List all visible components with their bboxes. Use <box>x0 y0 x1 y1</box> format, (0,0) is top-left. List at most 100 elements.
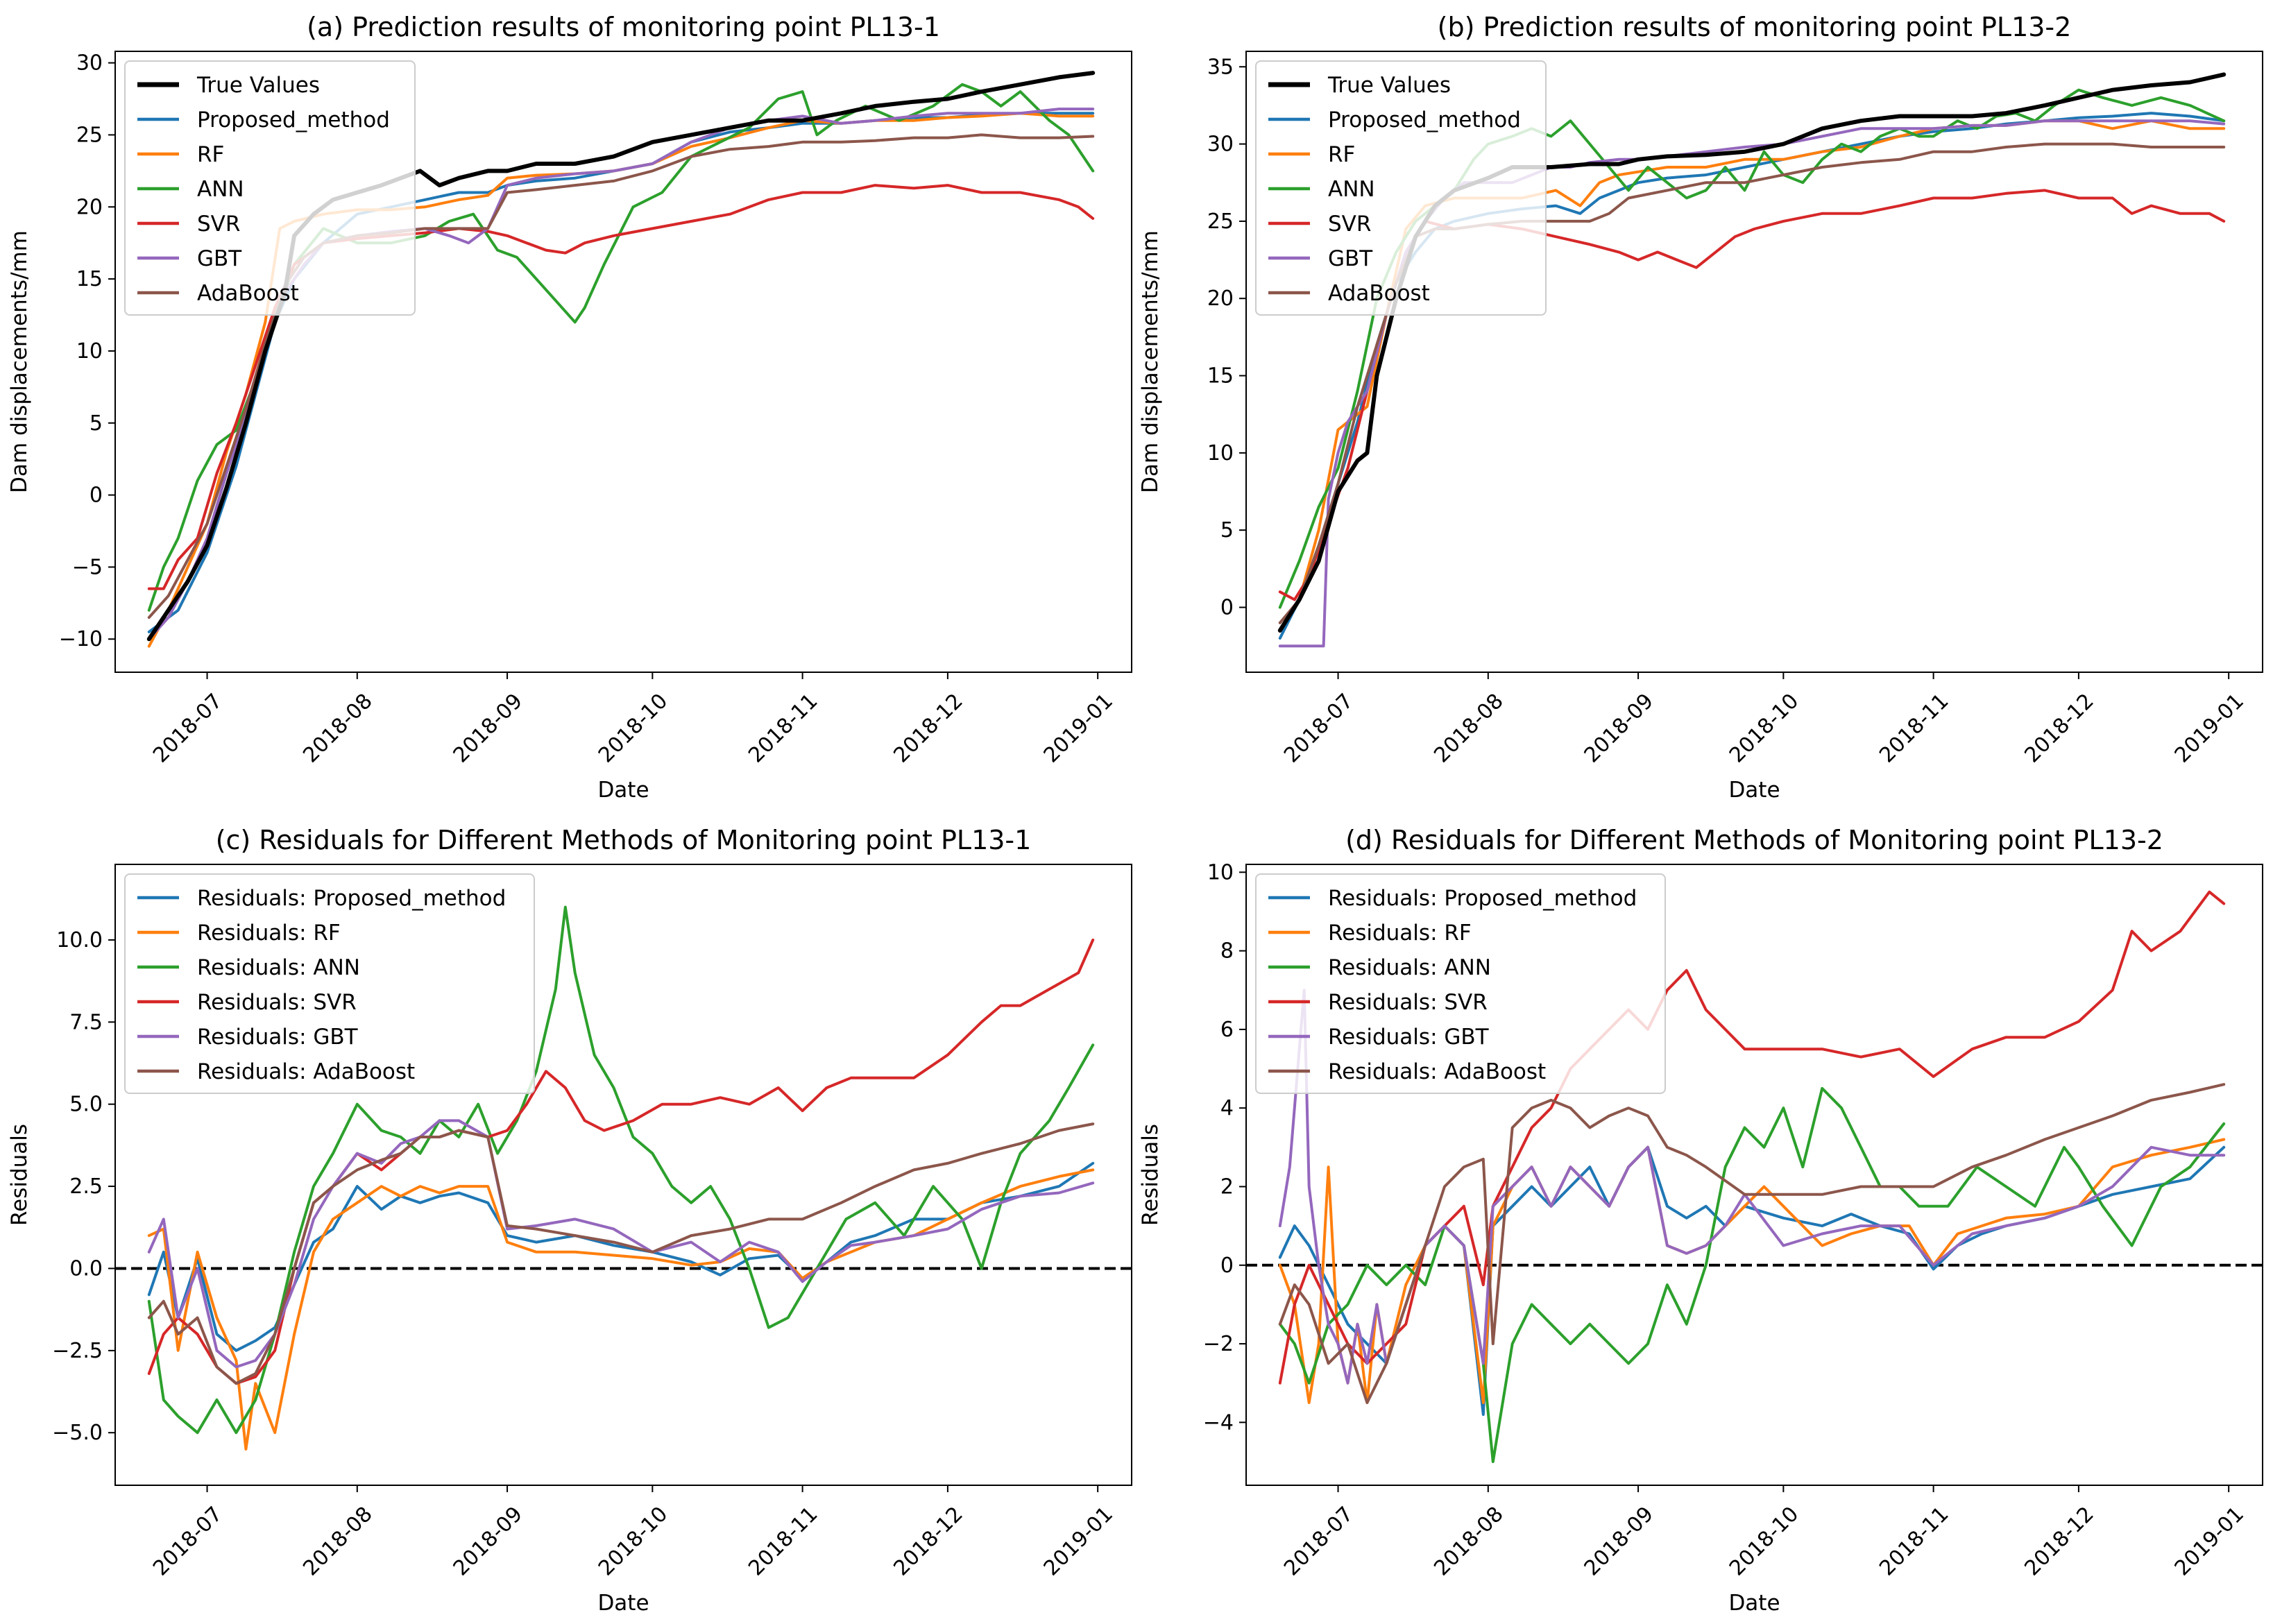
x-axis-label-b: Date <box>1728 778 1780 803</box>
chart-title-d: (d) Residuals for Different Methods of M… <box>1345 825 2163 855</box>
x-tick-label-d: 2018-10 <box>1725 1502 1803 1580</box>
series-line-gbt-d <box>1278 989 2226 1385</box>
y-tick-label-d: −2 <box>1203 1332 1234 1356</box>
y-tick-label-d: 0 <box>1220 1254 1234 1278</box>
y-tick-label-a: 20 <box>76 195 103 219</box>
legend-entry-ann-b: ANN <box>1328 177 1375 202</box>
legend-box-d <box>1255 873 1666 1094</box>
y-tick-label-c: 2.5 <box>69 1174 103 1199</box>
y-axis-label-d: Residuals <box>1138 1124 1163 1226</box>
legend-entry-adaboost-c: Residuals: AdaBoost <box>197 1059 415 1084</box>
legend-entry-proposed-method-c: Residuals: Proposed_method <box>197 886 506 911</box>
x-axis-label-d: Date <box>1728 1591 1780 1616</box>
y-tick-label-a: 30 <box>76 51 103 76</box>
x-tick-label-c: 2018-07 <box>148 1502 227 1580</box>
x-tick-label-c: 2018-11 <box>744 1502 822 1580</box>
series-line-adaboost-a <box>147 133 1095 619</box>
x-tick-label-b: 2018-10 <box>1725 689 1803 767</box>
y-tick-label-d: 4 <box>1220 1096 1234 1120</box>
plot-frame-a <box>114 51 1132 673</box>
x-tick-label-b: 2019-01 <box>2170 689 2249 767</box>
y-tick-label-a: 0 <box>90 484 103 508</box>
series-line-adaboost-c <box>147 1122 1095 1385</box>
legend-box-b <box>1255 60 1547 316</box>
legend-d: Residuals: Proposed_method Residuals: RF R… <box>1255 873 1666 1094</box>
legend-entry-gbt-c: Residuals: GBT <box>197 1025 359 1050</box>
x-tick-label-a: 2018-11 <box>744 689 822 767</box>
x-tick-label-c: 2018-08 <box>298 1502 377 1580</box>
panel-c: (c) Residuals for Different Methods of M… <box>7 825 1132 1616</box>
plot-frame-d <box>1245 864 2263 1486</box>
legend-entry-svr-d: Residuals: SVR <box>1328 990 1488 1015</box>
x-axis-label-c: Date <box>597 1591 649 1616</box>
series-line-ann-c <box>147 905 1095 1435</box>
chart-title-b: (b) Prediction results of monitoring poi… <box>1438 12 2072 42</box>
chart-title-c: (c) Residuals for Different Methods of M… <box>216 825 1032 855</box>
x-tick-label-d: 2018-12 <box>2020 1502 2098 1580</box>
y-tick-label-b: 5 <box>1220 518 1234 542</box>
series-line-true-values-a <box>146 71 1096 642</box>
y-tick-label-a: 15 <box>76 267 103 291</box>
y-tick-label-b: 35 <box>1207 55 1234 79</box>
series-line-gbt-c <box>147 1119 1095 1369</box>
series-line-rf-d <box>1278 1138 2226 1404</box>
legend-entry-gbt-a: GBT <box>197 246 242 271</box>
x-tick-label-b: 2018-08 <box>1429 689 1508 767</box>
series-line-proposed-method-c <box>147 1161 1095 1352</box>
legend-box-c <box>124 873 535 1094</box>
series-lines-c <box>147 905 1095 1451</box>
x-tick-label-d: 2018-11 <box>1875 1502 1953 1580</box>
series-line-ann-d <box>1278 1086 2226 1463</box>
plot-frame-b <box>1245 51 2263 673</box>
x-tick-label-b: 2018-07 <box>1279 689 1358 767</box>
x-tick-label-d: 2018-07 <box>1279 1502 1358 1580</box>
series-line-rf-c <box>147 1168 1095 1451</box>
legend-entry-ann-a: ANN <box>197 177 244 202</box>
legend-entry-true-values-a: True Values <box>196 73 320 98</box>
y-tick-label-a: 5 <box>90 411 103 436</box>
y-tick-label-b: 25 <box>1207 210 1234 234</box>
y-tick-label-c: 10.0 <box>56 928 103 952</box>
series-line-adaboost-b <box>1278 142 2226 624</box>
x-tick-label-c: 2019-01 <box>1039 1502 1118 1580</box>
y-tick-label-d: 2 <box>1220 1174 1234 1199</box>
legend-entry-rf-d: Residuals: RF <box>1328 921 1472 946</box>
panel-a: (a) Prediction results of monitoring poi… <box>7 12 1132 803</box>
legend-entry-ann-d: Residuals: ANN <box>1328 955 1491 980</box>
x-tick-label-a: 2019-01 <box>1039 689 1118 767</box>
legend-b: True Values Proposed_method RF ANN SVR GBT Ada… <box>1255 60 1547 316</box>
y-tick-label-c: 5.0 <box>69 1093 103 1117</box>
series-line-true-values-b <box>1277 72 2227 633</box>
x-axis-label-a: Date <box>597 778 649 803</box>
legend-entry-proposed-method-a: Proposed_method <box>197 108 390 133</box>
y-tick-label-b: 0 <box>1220 595 1234 619</box>
y-axis-label-b: Dam displacements/mm <box>1138 230 1163 493</box>
y-tick-label-c: −5.0 <box>52 1421 103 1445</box>
legend-entry-rf-a: RF <box>197 142 224 167</box>
legend-entry-rf-c: Residuals: RF <box>197 921 341 946</box>
x-tick-label-a: 2018-07 <box>148 689 227 767</box>
legend-entry-proposed-method-b: Proposed_method <box>1328 108 1521 133</box>
legend-entry-svr-c: Residuals: SVR <box>197 990 357 1015</box>
y-tick-label-d: 10 <box>1207 860 1234 884</box>
y-axis-label-c: Residuals <box>7 1124 32 1226</box>
legend-entry-gbt-b: GBT <box>1328 246 1373 271</box>
x-tick-label-a: 2018-12 <box>889 689 967 767</box>
y-tick-label-b: 15 <box>1207 364 1234 388</box>
y-tick-label-c: 7.5 <box>69 1010 103 1034</box>
legend-entry-svr-a: SVR <box>197 212 240 237</box>
y-tick-label-d: 8 <box>1220 939 1234 964</box>
x-tick-label-d: 2018-09 <box>1580 1502 1658 1580</box>
y-tick-label-c: 0.0 <box>69 1256 103 1281</box>
y-axis-label-a: Dam displacements/mm <box>7 230 32 493</box>
x-tick-label-c: 2018-10 <box>594 1502 672 1580</box>
legend-box-a <box>124 60 416 316</box>
legend-a: True Values Proposed_method RF ANN SVR GBT Ada… <box>124 60 416 316</box>
chart-title-a: (a) Prediction results of monitoring poi… <box>307 12 940 42</box>
y-tick-label-d: 6 <box>1220 1018 1234 1042</box>
panel-d: (d) Residuals for Different Methods of M… <box>1138 825 2263 1616</box>
legend-entry-true-values-b: True Values <box>1327 73 1451 98</box>
y-tick-label-b: 30 <box>1207 133 1234 157</box>
y-tick-label-a: 25 <box>76 123 103 147</box>
legend-entry-adaboost-a: AdaBoost <box>197 281 299 306</box>
